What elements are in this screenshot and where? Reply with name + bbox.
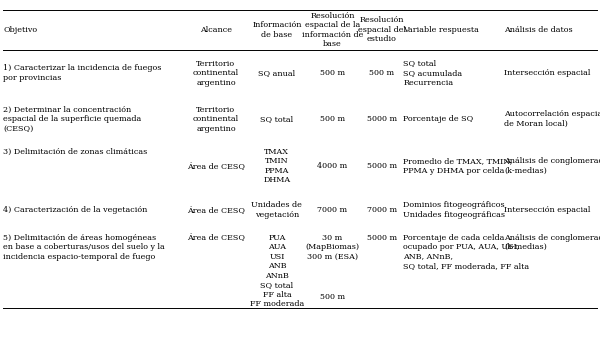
Text: SQ total: SQ total — [260, 115, 293, 123]
Text: SQ anual: SQ anual — [259, 69, 295, 77]
Text: 5000 m: 5000 m — [367, 234, 397, 241]
Text: 7000 m: 7000 m — [317, 206, 347, 214]
Text: 500 m: 500 m — [369, 69, 394, 77]
Text: Variable respuesta: Variable respuesta — [403, 26, 479, 34]
Text: PUA
AUA
USI
ANB
ANnB
SQ total
FF alta
FF moderada: PUA AUA USI ANB ANnB SQ total FF alta FF… — [250, 234, 304, 308]
Text: Unidades de
vegetación: Unidades de vegetación — [251, 201, 302, 219]
Text: TMAX
TMIN
PPMA
DHMA: TMAX TMIN PPMA DHMA — [263, 148, 290, 184]
Text: 7000 m: 7000 m — [367, 206, 397, 214]
Text: 500 m: 500 m — [320, 115, 345, 123]
Text: Dominios fitogeográficos
Unidades fitogeográficas: Dominios fitogeográficos Unidades fitoge… — [403, 201, 505, 219]
Text: Intersección espacial: Intersección espacial — [504, 206, 590, 214]
Text: 30 m
(MapBiomas)
300 m (ESA): 30 m (MapBiomas) 300 m (ESA) — [305, 234, 359, 261]
Text: 500 m: 500 m — [320, 69, 345, 77]
Text: Territorio
continental
argentino: Territorio continental argentino — [193, 106, 239, 133]
Text: 2) Determinar la concentración
espacial de la superficie quemada
(CESQ): 2) Determinar la concentración espacial … — [3, 106, 141, 133]
Text: Información
de base: Información de base — [252, 21, 302, 39]
Text: 5000 m: 5000 m — [367, 162, 397, 170]
Text: Intersección espacial: Intersección espacial — [504, 69, 590, 77]
Text: Área de CESQ: Área de CESQ — [187, 206, 245, 214]
Text: 3) Delimitación de zonas climáticas: 3) Delimitación de zonas climáticas — [3, 147, 147, 155]
Text: 5000 m: 5000 m — [367, 115, 397, 123]
Text: 1) Caracterizar la incidencia de fuegos
por provincias: 1) Caracterizar la incidencia de fuegos … — [3, 64, 161, 82]
Text: Análisis de datos: Análisis de datos — [504, 26, 572, 34]
Text: 4) Caracterización de la vegetación: 4) Caracterización de la vegetación — [3, 206, 148, 214]
Text: Alcance: Alcance — [200, 26, 232, 34]
Text: Área de CESQ: Área de CESQ — [187, 234, 245, 241]
Text: SQ total
SQ acumulada
Recurrencia: SQ total SQ acumulada Recurrencia — [403, 60, 463, 87]
Text: 500 m: 500 m — [320, 293, 345, 301]
Text: Resolución
espacial del
estudio: Resolución espacial del estudio — [358, 16, 406, 43]
Text: Promedio de TMAX, TMIN,
PPMA y DHMA por celda: Promedio de TMAX, TMIN, PPMA y DHMA por … — [403, 157, 512, 175]
Text: Resolución
espacial de la
información de
base: Resolución espacial de la información de… — [302, 12, 363, 48]
Text: Análisis de conglomerados
(k-medias): Análisis de conglomerados (k-medias) — [504, 157, 600, 175]
Text: Análisis de conglomerados
(k-medias): Análisis de conglomerados (k-medias) — [504, 234, 600, 251]
Text: Autocorrelación espacial (I
de Moran local): Autocorrelación espacial (I de Moran loc… — [504, 110, 600, 128]
Text: Objetivo: Objetivo — [3, 26, 37, 34]
Text: Territorio
continental
argentino: Territorio continental argentino — [193, 60, 239, 87]
Text: 5) Delimitación de áreas homogéneas
en base a coberturas/usos del suelo y la
inc: 5) Delimitación de áreas homogéneas en b… — [3, 234, 165, 261]
Text: 4000 m: 4000 m — [317, 162, 347, 170]
Text: Área de CESQ: Área de CESQ — [187, 162, 245, 170]
Text: Porcentaje de cada celda
ocupado por PUA, AUA, USI,
ANB, ANnB,
SQ total, FF mode: Porcentaje de cada celda ocupado por PUA… — [403, 234, 529, 270]
Text: Porcentaje de SQ: Porcentaje de SQ — [403, 115, 473, 123]
